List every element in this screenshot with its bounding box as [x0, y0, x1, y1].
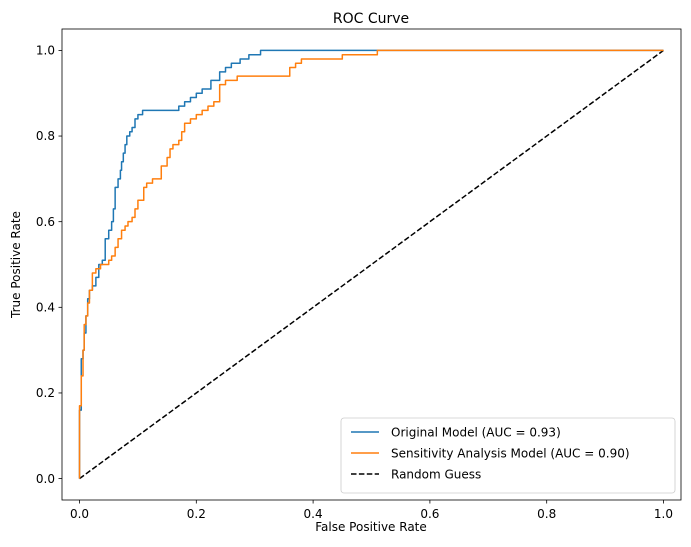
legend-label-original-model: Original Model (AUC = 0.93): [391, 426, 561, 440]
legend: Original Model (AUC = 0.93) Sensitivity …: [340, 417, 676, 494]
y-tick-label: 0.2: [36, 386, 55, 400]
series-line-sensitivity-analysis-model-auc-0-90: [78, 49, 664, 479]
series-line-original-model-auc-0-93: [78, 49, 664, 479]
x-tick-label: 0.0: [70, 507, 89, 521]
x-tick-label: 0.8: [537, 507, 556, 521]
x-axis-label: False Positive Rate: [315, 520, 427, 534]
legend-box: [340, 417, 676, 494]
x-tick-label: 0.6: [420, 507, 439, 521]
y-axis-label: True Positive Rate: [9, 211, 23, 319]
legend-label-sensitivity-model: Sensitivity Analysis Model (AUC = 0.90): [391, 447, 630, 461]
plot-frame: [61, 28, 682, 501]
y-tick-label: 0.4: [36, 301, 55, 315]
y-axis: 0.0 0.2 0.4 0.6 0.8 1.0: [36, 44, 62, 486]
x-axis: 0.0 0.2 0.4 0.6 0.8 1.0: [70, 500, 673, 521]
x-tick-label: 0.2: [187, 507, 206, 521]
y-tick-label: 1.0: [36, 44, 55, 58]
chart-title: ROC Curve: [333, 11, 409, 27]
y-tick-label: 0.0: [36, 472, 55, 486]
x-tick-label: 0.4: [304, 507, 323, 521]
y-tick-label: 0.8: [36, 129, 55, 143]
y-tick-label: 0.6: [36, 215, 55, 229]
x-tick-label: 1.0: [654, 507, 673, 521]
plot-lines: [78, 49, 664, 480]
series-line-random-guess: [79, 49, 664, 480]
legend-label-random-guess: Random Guess: [391, 468, 481, 482]
